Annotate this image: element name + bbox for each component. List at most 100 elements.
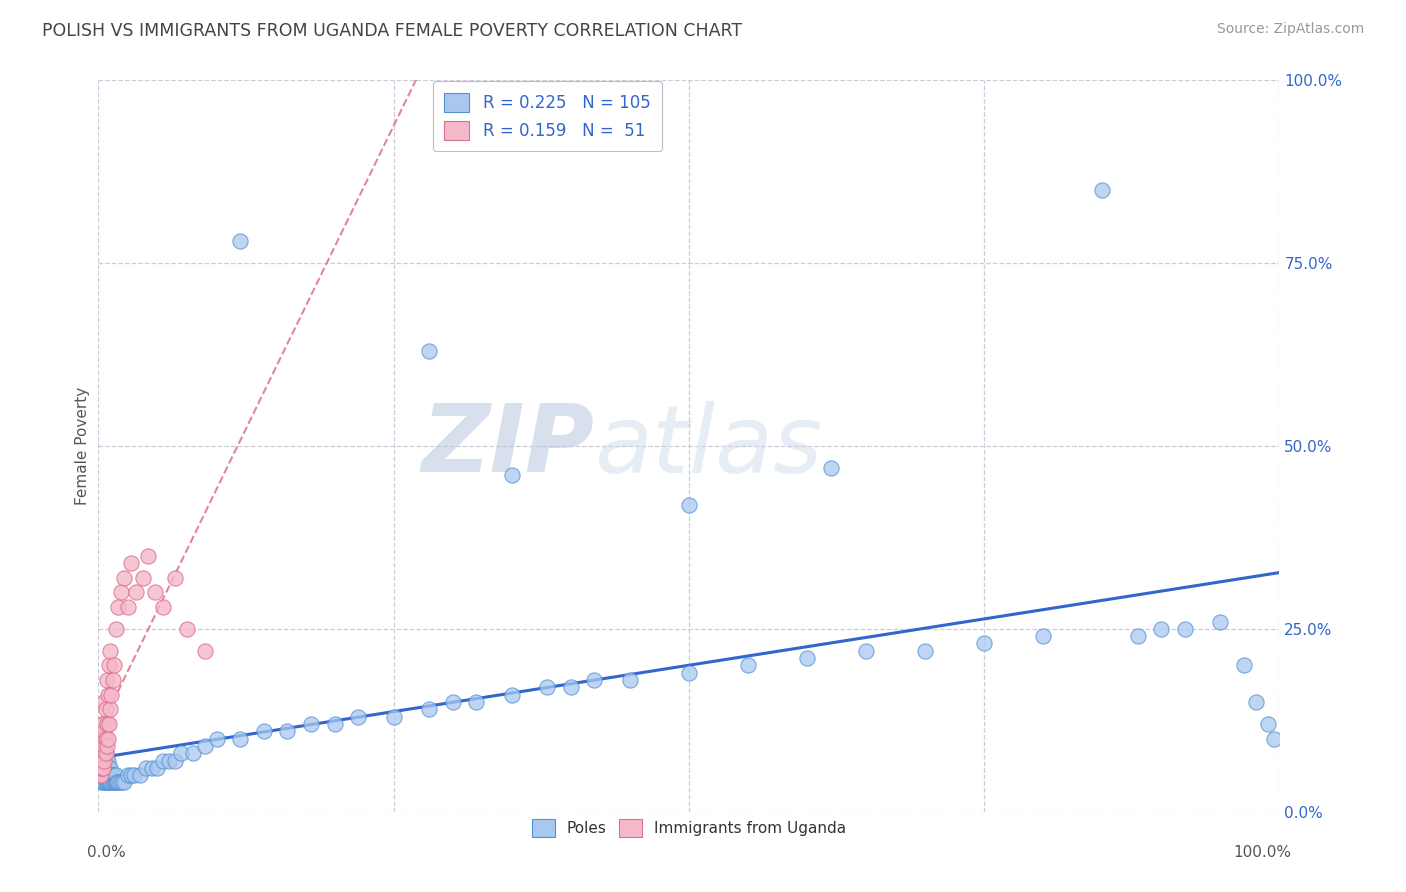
- Text: atlas: atlas: [595, 401, 823, 491]
- Point: [90, 761, 112, 775]
- Point: [93, 695, 115, 709]
- Point: [737, 658, 759, 673]
- Point: [157, 754, 180, 768]
- Point: [465, 695, 488, 709]
- Text: 100.0%: 100.0%: [1233, 845, 1291, 860]
- Point: [90, 746, 112, 760]
- Point: [441, 695, 464, 709]
- Point: [1244, 695, 1267, 709]
- Point: [136, 549, 159, 563]
- Point: [678, 498, 700, 512]
- Point: [1032, 629, 1054, 643]
- Point: [97, 775, 120, 789]
- Point: [91, 717, 114, 731]
- Text: POLISH VS IMMIGRANTS FROM UGANDA FEMALE POVERTY CORRELATION CHART: POLISH VS IMMIGRANTS FROM UGANDA FEMALE …: [42, 22, 742, 40]
- Point: [194, 739, 217, 753]
- Point: [91, 754, 114, 768]
- Text: 0.0%: 0.0%: [87, 845, 125, 860]
- Point: [181, 746, 204, 760]
- Point: [93, 724, 115, 739]
- Point: [560, 681, 582, 695]
- Point: [93, 739, 115, 753]
- Point: [94, 702, 117, 716]
- Point: [347, 709, 370, 723]
- Point: [94, 746, 117, 760]
- Point: [94, 746, 117, 760]
- Point: [501, 688, 523, 702]
- Point: [855, 644, 877, 658]
- Point: [1209, 615, 1232, 629]
- Point: [96, 775, 118, 789]
- Point: [98, 775, 121, 789]
- Point: [914, 644, 936, 658]
- Point: [98, 658, 121, 673]
- Point: [91, 761, 114, 775]
- Point: [93, 761, 115, 775]
- Point: [103, 775, 125, 789]
- Point: [94, 731, 117, 746]
- Point: [194, 644, 217, 658]
- Point: [152, 754, 174, 768]
- Point: [90, 731, 112, 746]
- Point: [100, 768, 122, 782]
- Point: [91, 746, 114, 760]
- Point: [94, 761, 117, 775]
- Text: Source: ZipAtlas.com: Source: ZipAtlas.com: [1216, 22, 1364, 37]
- Point: [165, 571, 187, 585]
- Point: [90, 768, 112, 782]
- Point: [1257, 717, 1279, 731]
- Point: [1263, 731, 1285, 746]
- Point: [678, 665, 700, 680]
- Point: [91, 746, 114, 760]
- Point: [146, 761, 169, 775]
- Point: [112, 775, 135, 789]
- Point: [105, 622, 128, 636]
- Point: [107, 775, 129, 789]
- Point: [117, 599, 139, 614]
- Point: [108, 775, 131, 789]
- Point: [98, 644, 121, 658]
- Point: [132, 571, 155, 585]
- Point: [91, 768, 114, 782]
- Point: [98, 768, 121, 782]
- Point: [91, 731, 114, 746]
- Point: [105, 775, 128, 789]
- Point: [97, 688, 120, 702]
- Point: [1233, 658, 1256, 673]
- Point: [820, 461, 842, 475]
- Point: [97, 768, 120, 782]
- Point: [91, 761, 114, 775]
- Point: [90, 761, 112, 775]
- Point: [89, 768, 111, 782]
- Point: [105, 775, 128, 789]
- Point: [93, 775, 115, 789]
- Point: [96, 761, 118, 775]
- Point: [796, 651, 818, 665]
- Point: [229, 234, 252, 248]
- Point: [94, 768, 117, 782]
- Point: [205, 731, 228, 746]
- Point: [98, 768, 121, 782]
- Point: [98, 717, 121, 731]
- Point: [90, 754, 112, 768]
- Point: [104, 775, 127, 789]
- Point: [91, 761, 114, 775]
- Point: [536, 681, 558, 695]
- Point: [91, 746, 114, 760]
- Point: [125, 585, 148, 599]
- Point: [91, 746, 114, 760]
- Point: [93, 768, 115, 782]
- Point: [90, 754, 112, 768]
- Point: [583, 673, 606, 687]
- Point: [253, 724, 276, 739]
- Point: [418, 702, 440, 716]
- Point: [100, 688, 122, 702]
- Point: [1091, 183, 1114, 197]
- Point: [117, 768, 139, 782]
- Point: [121, 556, 143, 570]
- Point: [89, 746, 111, 760]
- Point: [93, 754, 115, 768]
- Point: [170, 746, 193, 760]
- Point: [107, 599, 129, 614]
- Point: [121, 768, 143, 782]
